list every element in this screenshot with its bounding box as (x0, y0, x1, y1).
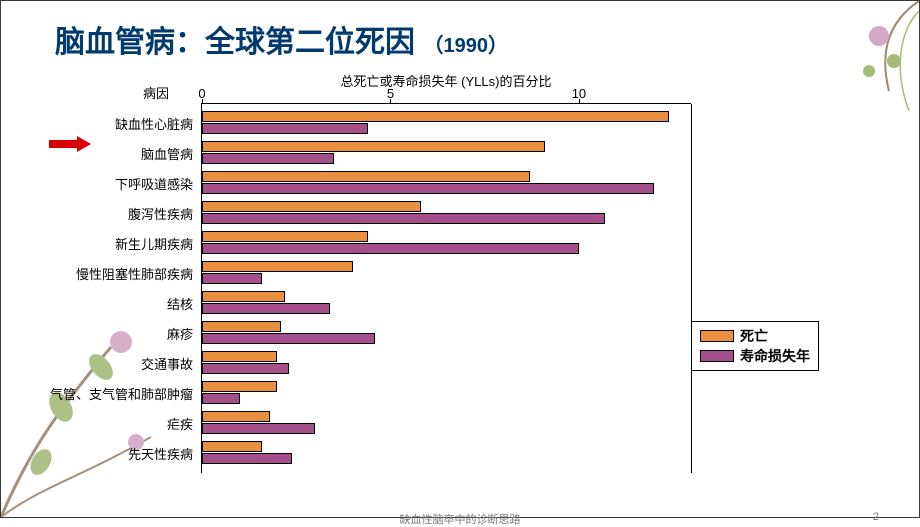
bar-yll (202, 453, 292, 464)
bar-yll (202, 303, 330, 314)
x-axis-title: 总死亡或寿命损失年 (YLLs)的百分比 (201, 71, 691, 90)
chart-row (202, 288, 691, 318)
bar-death (202, 231, 368, 242)
y-tick-label: 疟疾 (167, 414, 193, 433)
y-tick-label: 下呼吸道感染 (115, 174, 193, 193)
legend-swatch (700, 350, 734, 362)
page-number: 2 (873, 511, 879, 523)
legend: 死亡 寿命损失年 (691, 321, 819, 371)
bar-yll (202, 123, 368, 134)
bar-chart: 总死亡或寿命损失年 (YLLs)的百分比 病因 0510缺血性心脏病脑血管病下呼… (201, 91, 691, 476)
bar-yll (202, 363, 289, 374)
bar-death (202, 321, 281, 332)
bar-death (202, 171, 530, 182)
bar-yll (202, 333, 375, 344)
y-tick-label: 脑血管病 (141, 144, 193, 163)
slide-title: 脑血管病：全球第二位死因 （1990） (55, 17, 508, 61)
chart-row (202, 198, 691, 228)
title-main: 脑血管病：全球第二位死因 (55, 26, 415, 59)
legend-item: 寿命损失年 (700, 346, 810, 366)
decor-top-right (799, 1, 919, 121)
chart-row (202, 348, 691, 378)
legend-item: 死亡 (700, 326, 810, 346)
y-tick-label: 气管、支气管和肺部肿瘤 (50, 384, 193, 403)
bar-death (202, 201, 421, 212)
bar-death (202, 441, 262, 452)
bar-yll (202, 183, 654, 194)
bar-yll (202, 153, 334, 164)
y-tick-label: 结核 (167, 294, 193, 313)
bar-death (202, 351, 277, 362)
bar-death (202, 111, 669, 122)
chart-row (202, 258, 691, 288)
bar-death (202, 141, 545, 152)
bar-death (202, 261, 353, 272)
highlight-arrow (49, 136, 93, 152)
chart-row (202, 228, 691, 258)
chart-row (202, 378, 691, 408)
bar-yll (202, 393, 240, 404)
bar-yll (202, 213, 605, 224)
chart-row (202, 108, 691, 138)
bar-death (202, 381, 277, 392)
chart-row (202, 408, 691, 438)
chart-row (202, 318, 691, 348)
footer-center: 缺血性脑卒中的诊断思路 (400, 511, 521, 527)
chart-row (202, 138, 691, 168)
bar-yll (202, 423, 315, 434)
bar-death (202, 291, 285, 302)
legend-swatch (700, 330, 734, 342)
y-tick-label: 麻疹 (167, 324, 193, 343)
chart-row (202, 168, 691, 198)
bar-yll (202, 243, 579, 254)
legend-label: 寿命损失年 (740, 346, 810, 366)
y-tick-label: 慢性阻塞性肺部疾病 (76, 264, 193, 283)
y-tick-label: 新生儿期疾病 (115, 234, 193, 253)
bar-death (202, 411, 270, 422)
legend-label: 死亡 (740, 326, 768, 346)
y-axis-title: 病因 (143, 83, 169, 102)
y-tick-label: 交通事故 (141, 354, 193, 373)
title-year: （1990） (423, 35, 508, 57)
y-tick-label: 腹泻性疾病 (128, 204, 193, 223)
y-tick-label: 先天性疾病 (128, 444, 193, 463)
bar-yll (202, 273, 262, 284)
y-tick-label: 缺血性心脏病 (115, 114, 193, 133)
chart-row (202, 438, 691, 468)
